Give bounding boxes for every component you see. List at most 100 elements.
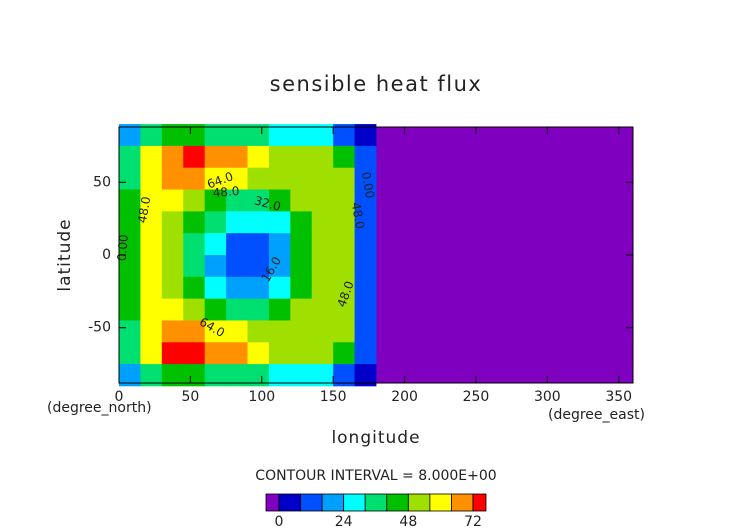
field-cell [290,189,313,212]
field-cell [311,189,334,212]
field-cell [247,364,270,387]
colorbar-label: 24 [335,514,353,530]
field-cell [119,167,141,190]
field-cell [204,211,227,234]
field-cell [226,276,248,300]
x-tick-label: 50 [181,389,199,405]
field-cell [354,364,377,387]
field-cell [183,124,206,147]
field-cell [268,320,291,343]
colorbar-box [300,493,323,512]
field-cell [333,255,355,278]
field-cell [290,124,313,147]
field-cell [204,342,227,365]
x-tick-label: 0 [115,389,124,405]
field-cell [204,298,227,321]
field-cell [140,167,163,190]
y-tick-label: 50 [93,174,111,190]
field-cell [119,342,141,365]
field-cell [268,124,291,147]
field-cell [268,276,291,300]
field-cell [268,211,291,234]
field-cell [161,233,184,256]
field-cell [226,233,248,256]
field-cell [354,124,377,147]
x-axis-label: longitude [331,428,420,448]
field-cell [226,167,248,190]
field-cell [247,167,270,190]
field-cell [204,167,227,190]
field-cell [290,364,313,387]
field-cell [140,298,163,321]
field-cell [119,364,141,387]
field-cell [183,189,206,212]
field-cell [204,189,227,212]
colorbar-box [407,493,431,512]
field-cell [290,145,313,169]
field-cell [268,233,291,256]
field-cell [226,320,248,343]
field-cell [183,255,206,278]
field-cell [119,298,141,321]
x-unit: (degree_east) [548,407,645,423]
field-cell [204,145,227,169]
contour-label: 48.0 [212,184,240,200]
field-cell [354,320,377,343]
field-cell [290,233,313,256]
contour-label: 0.00 [115,234,131,262]
field-cell [247,189,270,212]
field-cell [183,276,206,300]
field-cell [119,233,141,256]
field-cell [204,320,227,343]
field-cell [333,167,355,190]
field-cell [268,145,291,169]
field-cell [311,211,334,234]
colorbar-box [321,493,345,512]
field-cell [333,211,355,234]
field-cell [333,233,355,256]
field-cell [226,145,248,169]
field-cell [161,189,184,212]
x-tick-label: 250 [463,389,490,405]
field-cell [119,320,141,343]
field-cell [140,276,163,300]
field-cell [119,189,141,212]
field-cell [290,255,313,278]
field-cell [268,255,291,278]
field-cell [247,145,270,169]
field-cell [354,145,377,169]
field-cell [290,298,313,321]
field-cell [161,364,184,387]
x-tick-label: 200 [391,389,418,405]
field-cell [290,342,313,365]
field-cell [311,298,334,321]
field-cell [333,189,355,212]
field-cell [311,124,334,147]
field-cell [140,342,163,365]
field-cell [161,342,184,365]
colorbar-box [451,493,474,512]
field-cell [226,342,248,365]
field-cell [161,276,184,300]
field-cell [311,145,334,169]
field-cell [140,233,163,256]
field-cell [204,364,227,387]
field-cell [290,276,313,300]
colorbar-label: 72 [464,514,482,530]
colorbar-label: 0 [275,514,284,530]
field-cell [290,211,313,234]
field-cell [226,298,248,321]
field-cell [161,255,184,278]
field-cell [119,145,141,169]
field-cell [247,124,270,147]
field-cell [183,211,206,234]
field-cell [268,167,291,190]
field-cell [140,255,163,278]
field-cell [226,255,248,278]
field-cell [161,298,184,321]
field-cell [204,255,227,278]
colorbar-box [364,493,388,512]
field-cell [333,298,355,321]
field-cell [247,320,270,343]
field-cell [311,233,334,256]
